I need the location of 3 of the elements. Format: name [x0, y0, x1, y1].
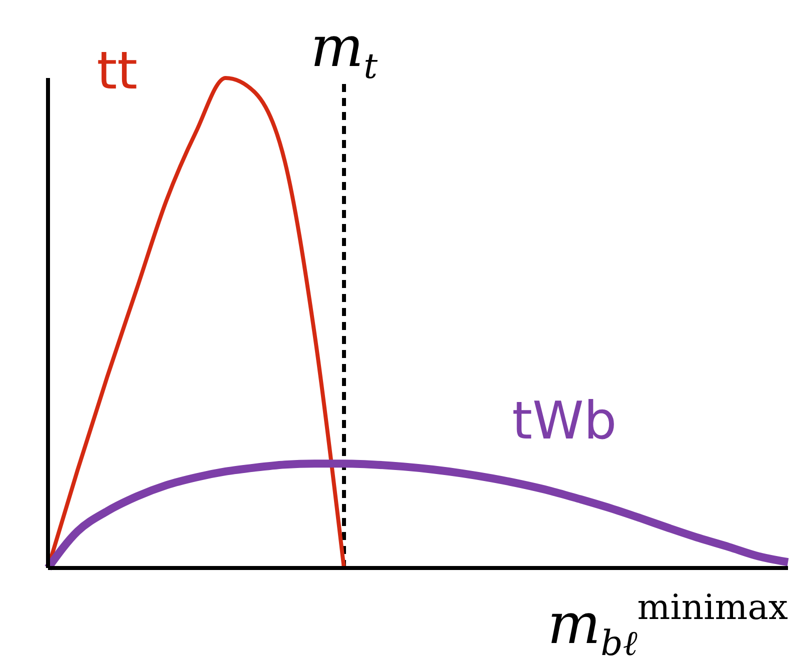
series-label: tWb — [512, 391, 617, 452]
series-label: tt — [96, 42, 138, 102]
annotation: m$_{t}$ — [310, 15, 378, 88]
